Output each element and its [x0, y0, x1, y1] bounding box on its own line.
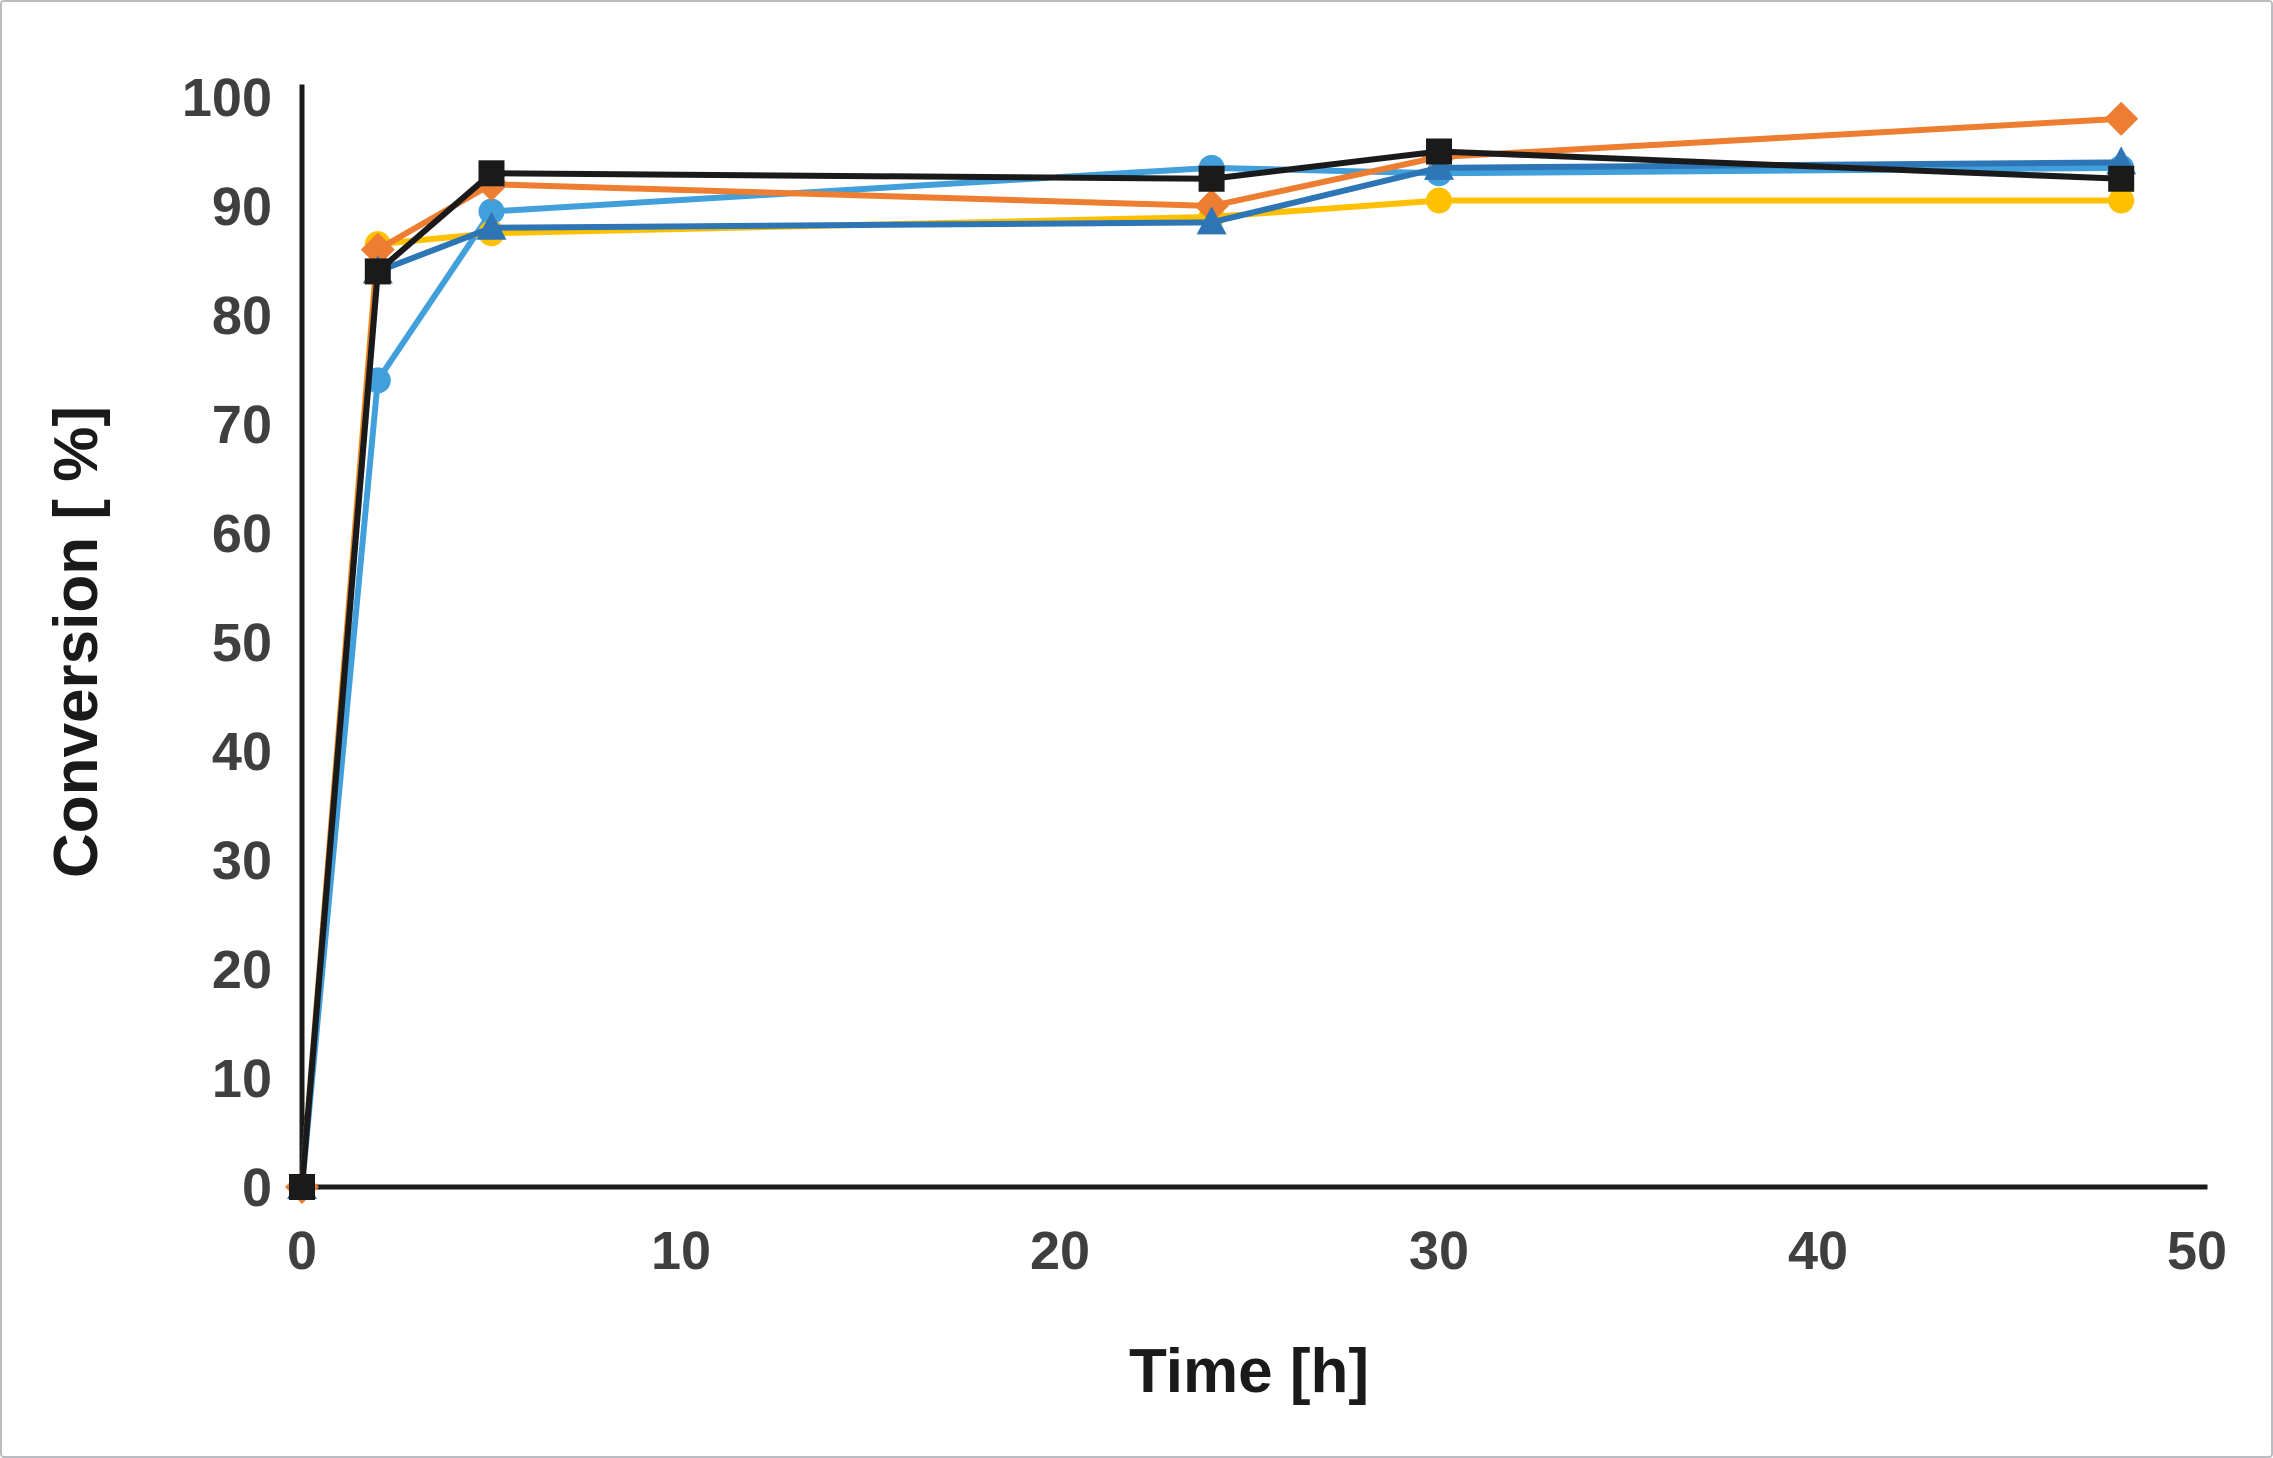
y-tick-label: 50	[212, 613, 272, 673]
series-blue-triangles	[287, 146, 2137, 1199]
x-tick-label: 40	[1788, 1221, 1848, 1281]
series-yellow-circles	[289, 187, 2135, 1200]
x-tick-label: 0	[287, 1221, 317, 1281]
x-tick-label: 30	[1409, 1221, 1469, 1281]
data-point-square	[1426, 138, 1452, 165]
data-point-triangle	[476, 211, 507, 240]
y-tick-label: 30	[212, 831, 272, 891]
data-point-diamond	[1194, 189, 1229, 223]
series-line	[299, 115, 2125, 1190]
series-black-squares	[289, 138, 2135, 1200]
y-tick-label: 40	[212, 722, 272, 782]
y-tick-label: 100	[182, 68, 272, 128]
data-point-square	[364, 258, 391, 285]
data-point-triangle	[1424, 151, 1454, 180]
series-orange-diamonds	[285, 101, 2139, 1204]
series-line	[299, 197, 2125, 1190]
series-line	[299, 164, 2125, 1190]
y-axis-title: Conversion [ %]	[42, 406, 111, 878]
data-point-square	[478, 160, 505, 187]
y-tick-label: 90	[212, 177, 272, 237]
series-line	[299, 148, 2125, 1190]
data-point-triangle	[1196, 206, 1227, 235]
data-point-square	[1198, 165, 1225, 192]
y-tick-label: 20	[212, 940, 272, 1000]
data-point-diamond	[360, 232, 395, 267]
y-tick-label: 60	[212, 504, 272, 564]
y-tick-label: 10	[212, 1049, 272, 1109]
data-point-circle	[2108, 187, 2135, 214]
data-point-circle	[1426, 187, 1452, 214]
data-point-square	[289, 1174, 315, 1200]
y-tick-label: 70	[212, 395, 272, 455]
series-line	[299, 159, 2125, 1190]
x-axis-title: Time [h]	[1129, 1337, 1369, 1406]
series-light-blue-circles	[289, 154, 2135, 1200]
x-tick-label: 20	[1030, 1221, 1090, 1281]
plot-area: 0 10 20 30 40 50 0 10 20 30 40 50 60 70 80 90 100	[182, 68, 2227, 1281]
y-tick-label: 0	[242, 1158, 272, 1218]
data-point-circle	[478, 198, 505, 225]
x-tick-label: 50	[2167, 1221, 2227, 1281]
y-tick-label: 80	[212, 286, 272, 346]
x-tick-label: 10	[651, 1221, 711, 1281]
data-point-diamond	[2104, 101, 2139, 136]
data-point-square	[2108, 165, 2135, 192]
